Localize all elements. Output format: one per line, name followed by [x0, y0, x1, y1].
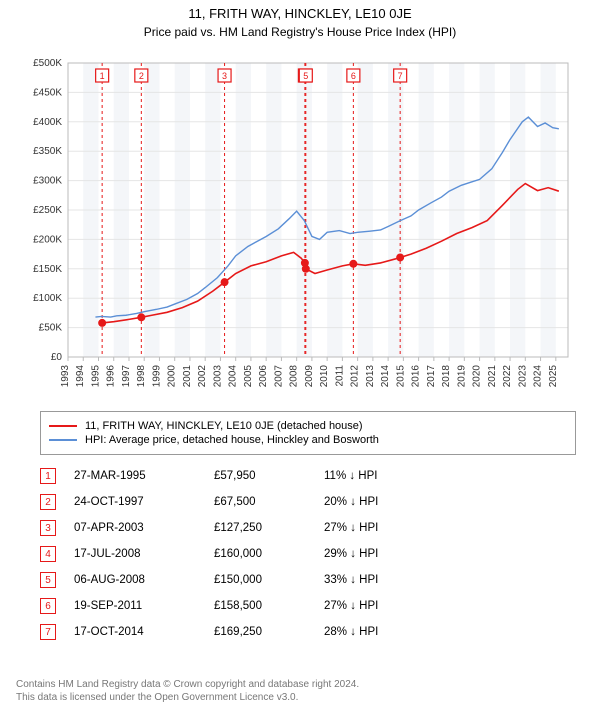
transaction-marker: 5 — [40, 572, 56, 588]
svg-text:£350K: £350K — [33, 146, 62, 157]
transaction-price: £57,950 — [214, 470, 324, 482]
chart-title: 11, FRITH WAY, HINCKLEY, LE10 0JE — [0, 0, 600, 21]
transaction-marker: 6 — [40, 598, 56, 614]
svg-text:3: 3 — [222, 71, 227, 81]
svg-text:£0: £0 — [51, 352, 63, 363]
svg-text:2: 2 — [139, 71, 144, 81]
transaction-row: 3 07-APR-2003£127,25027% ↓ HPI — [40, 515, 576, 541]
svg-text:2010: 2010 — [319, 365, 330, 388]
transaction-row: 2 24-OCT-1997£67,50020% ↓ HPI — [40, 489, 576, 515]
transaction-row: 7 17-OCT-2014£169,25028% ↓ HPI — [40, 619, 576, 645]
svg-text:2014: 2014 — [380, 365, 391, 388]
legend-swatch — [49, 425, 77, 427]
transaction-date: 07-APR-2003 — [74, 522, 214, 534]
transaction-price: £160,000 — [214, 548, 324, 560]
svg-text:1994: 1994 — [75, 365, 86, 388]
svg-text:£200K: £200K — [33, 234, 62, 245]
transaction-marker: 3 — [40, 520, 56, 536]
svg-text:2002: 2002 — [197, 365, 208, 388]
transaction-price: £127,250 — [214, 522, 324, 534]
legend-row: HPI: Average price, detached house, Hinc… — [49, 434, 567, 446]
svg-text:5: 5 — [303, 71, 308, 81]
svg-text:2020: 2020 — [472, 365, 483, 388]
svg-text:7: 7 — [398, 71, 403, 81]
transaction-price: £67,500 — [214, 496, 324, 508]
footer-attribution: Contains HM Land Registry data © Crown c… — [16, 678, 584, 704]
svg-text:1996: 1996 — [106, 365, 117, 388]
transaction-price: £158,500 — [214, 600, 324, 612]
svg-text:£500K: £500K — [33, 58, 62, 69]
svg-text:2006: 2006 — [258, 365, 269, 388]
svg-text:2016: 2016 — [411, 365, 422, 388]
svg-text:1998: 1998 — [136, 365, 147, 388]
svg-text:2009: 2009 — [304, 365, 315, 388]
transaction-marker: 1 — [40, 468, 56, 484]
svg-text:2011: 2011 — [334, 365, 345, 387]
svg-text:2018: 2018 — [441, 365, 452, 388]
transaction-hpi-delta: 28% ↓ HPI — [324, 626, 444, 638]
legend-label: 11, FRITH WAY, HINCKLEY, LE10 0JE (detac… — [85, 420, 363, 432]
chart-subtitle: Price paid vs. HM Land Registry's House … — [0, 21, 600, 45]
svg-text:2001: 2001 — [182, 365, 193, 388]
svg-text:2015: 2015 — [395, 365, 406, 388]
transaction-hpi-delta: 20% ↓ HPI — [324, 496, 444, 508]
transaction-marker: 7 — [40, 624, 56, 640]
svg-text:2025: 2025 — [548, 365, 559, 388]
svg-text:£400K: £400K — [33, 117, 62, 128]
svg-text:2021: 2021 — [487, 365, 498, 388]
transaction-price: £150,000 — [214, 574, 324, 586]
footer-line1: Contains HM Land Registry data © Crown c… — [16, 678, 584, 691]
svg-text:£50K: £50K — [39, 323, 63, 334]
transaction-row: 6 19-SEP-2011£158,50027% ↓ HPI — [40, 593, 576, 619]
legend-label: HPI: Average price, detached house, Hinc… — [85, 434, 379, 446]
transaction-date: 06-AUG-2008 — [74, 574, 214, 586]
svg-text:1995: 1995 — [90, 365, 101, 388]
footer-line2: This data is licensed under the Open Gov… — [16, 691, 584, 704]
svg-text:£250K: £250K — [33, 205, 62, 216]
svg-text:2007: 2007 — [273, 365, 284, 388]
svg-text:2008: 2008 — [289, 365, 300, 388]
svg-text:1997: 1997 — [121, 365, 132, 388]
price-chart: £0 £50K £100K £150K £200K £250K £300K £350K £400… — [20, 45, 580, 405]
transaction-date: 24-OCT-1997 — [74, 496, 214, 508]
svg-text:2000: 2000 — [167, 365, 178, 388]
svg-text:2012: 2012 — [350, 365, 361, 388]
svg-text:2004: 2004 — [228, 365, 239, 388]
svg-text:£150K: £150K — [33, 264, 62, 275]
transactions-table: 1 27-MAR-1995£57,95011% ↓ HPI 2 24-OCT-1997… — [40, 463, 576, 645]
transaction-price: £169,250 — [214, 626, 324, 638]
legend: 11, FRITH WAY, HINCKLEY, LE10 0JE (detac… — [40, 411, 576, 455]
svg-text:1999: 1999 — [151, 365, 162, 388]
transaction-row: 5 06-AUG-2008£150,00033% ↓ HPI — [40, 567, 576, 593]
transaction-hpi-delta: 33% ↓ HPI — [324, 574, 444, 586]
transaction-date: 27-MAR-1995 — [74, 470, 214, 482]
transaction-hpi-delta: 27% ↓ HPI — [324, 522, 444, 534]
transaction-hpi-delta: 11% ↓ HPI — [324, 470, 444, 482]
transaction-row: 4 17-JUL-2008£160,00029% ↓ HPI — [40, 541, 576, 567]
transaction-marker: 4 — [40, 546, 56, 562]
svg-text:2022: 2022 — [502, 365, 513, 388]
svg-text:2013: 2013 — [365, 365, 376, 388]
transaction-date: 17-OCT-2014 — [74, 626, 214, 638]
transaction-date: 17-JUL-2008 — [74, 548, 214, 560]
svg-text:1: 1 — [100, 71, 105, 81]
svg-text:2024: 2024 — [533, 365, 544, 388]
svg-text:2005: 2005 — [243, 365, 254, 388]
transaction-hpi-delta: 29% ↓ HPI — [324, 548, 444, 560]
svg-text:£300K: £300K — [33, 176, 62, 187]
legend-row: 11, FRITH WAY, HINCKLEY, LE10 0JE (detac… — [49, 420, 567, 432]
svg-text:1993: 1993 — [60, 365, 71, 388]
svg-text:£450K: £450K — [33, 87, 62, 98]
transaction-hpi-delta: 27% ↓ HPI — [324, 600, 444, 612]
transaction-marker: 2 — [40, 494, 56, 510]
svg-text:2019: 2019 — [456, 365, 467, 388]
svg-text:2017: 2017 — [426, 365, 437, 388]
svg-text:6: 6 — [351, 71, 356, 81]
transaction-row: 1 27-MAR-1995£57,95011% ↓ HPI — [40, 463, 576, 489]
svg-text:2003: 2003 — [212, 365, 223, 388]
svg-text:2023: 2023 — [517, 365, 528, 388]
transaction-date: 19-SEP-2011 — [74, 600, 214, 612]
legend-swatch — [49, 439, 77, 441]
svg-text:£100K: £100K — [33, 293, 62, 304]
